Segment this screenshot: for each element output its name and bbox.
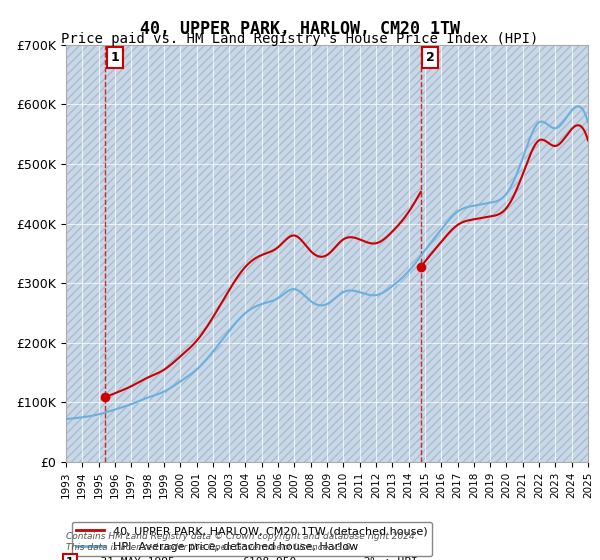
Text: 2: 2	[425, 51, 434, 64]
Text: 31-MAY-1995          £108,950          2% ↑ HPI: 31-MAY-1995 £108,950 2% ↑ HPI	[87, 557, 418, 560]
Text: 1: 1	[66, 557, 74, 560]
Text: 40, UPPER PARK, HARLOW, CM20 1TW: 40, UPPER PARK, HARLOW, CM20 1TW	[140, 20, 460, 38]
Text: Price paid vs. HM Land Registry's House Price Index (HPI): Price paid vs. HM Land Registry's House …	[61, 32, 539, 46]
Legend: 40, UPPER PARK, HARLOW, CM20 1TW (detached house), HPI: Average price, detached : 40, UPPER PARK, HARLOW, CM20 1TW (detach…	[71, 522, 432, 556]
Text: Contains HM Land Registry data © Crown copyright and database right 2024.
This d: Contains HM Land Registry data © Crown c…	[66, 532, 418, 552]
Text: 1: 1	[110, 51, 119, 64]
